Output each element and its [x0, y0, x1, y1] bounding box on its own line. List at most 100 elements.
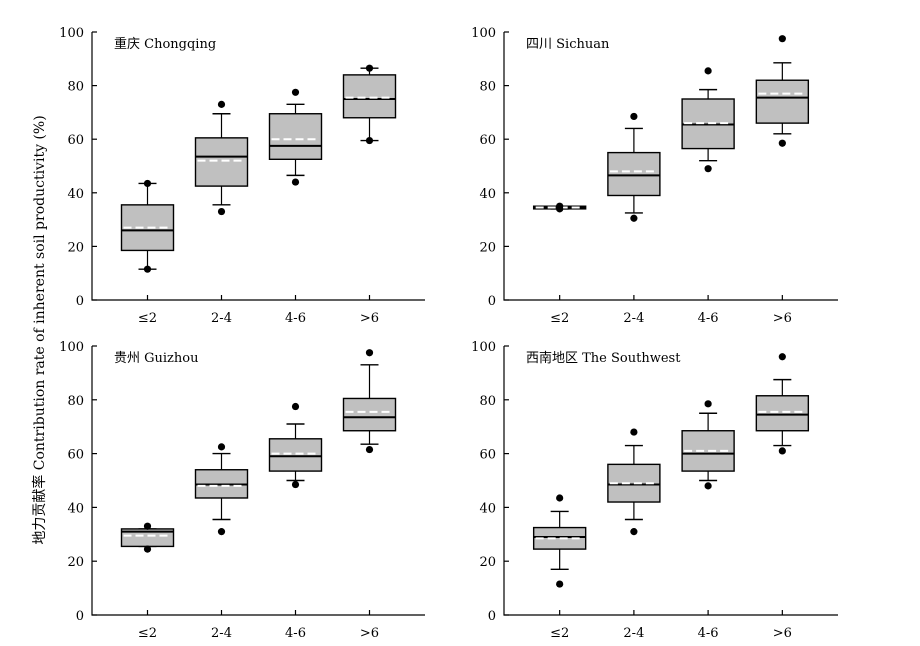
x-tick-label: 4-6 — [285, 311, 306, 326]
y-tick-label: 100 — [471, 26, 496, 41]
outlier-point — [778, 447, 786, 455]
y-tick-label: 0 — [76, 609, 84, 624]
x-tick-label: ≤2 — [138, 626, 157, 641]
x-tick-label: 2-4 — [623, 626, 644, 641]
chart-panel-4: 0 20 40 60 80 100 ≤2 2-4 4-6 >6 西南地区 The Southwest — [471, 340, 838, 641]
outlier-point — [704, 482, 712, 490]
y-tick-label: 60 — [479, 133, 496, 148]
panel-title: 西南地区 The Southwest — [526, 350, 681, 366]
y-tick-label: 0 — [76, 294, 84, 309]
box-1 — [120, 522, 175, 553]
outlier-point — [778, 35, 786, 43]
outlier-point — [291, 402, 300, 411]
outlier-point — [365, 136, 374, 145]
y-tick-label: 20 — [479, 240, 496, 255]
outlier-point — [143, 545, 152, 553]
outlier-point — [365, 64, 374, 72]
outlier-point — [217, 100, 226, 108]
box-2 — [194, 100, 249, 216]
box-iqr — [607, 151, 661, 197]
axis-lines — [503, 32, 838, 301]
outlier-point — [630, 528, 638, 536]
outlier-point — [217, 528, 226, 536]
axis-lines — [91, 32, 425, 301]
box-iqr — [342, 397, 397, 432]
panel-title: 重庆 Chongqing — [114, 36, 216, 52]
box-4 — [342, 349, 397, 454]
outlier-point — [704, 165, 712, 173]
outlier-point — [365, 349, 374, 357]
y-tick-label: 80 — [67, 394, 84, 409]
x-tick-label: 4-6 — [698, 626, 719, 641]
outlier-point — [217, 207, 226, 216]
y-tick-label: 20 — [67, 240, 84, 255]
panel-title: 四川 Sichuan — [526, 37, 610, 52]
outlier-point — [630, 214, 638, 222]
y-tick-label: 60 — [67, 133, 84, 148]
outlier-point — [704, 67, 712, 75]
x-tick-label: 4-6 — [698, 311, 719, 326]
chart-panel-1: 0 20 40 60 80 100 ≤2 2-4 4-6 >6 重庆 Chongqing — [59, 26, 425, 326]
x-tick-label: ≤2 — [550, 626, 569, 641]
outlier-point — [630, 112, 638, 121]
box-iqr — [755, 395, 810, 432]
y-tick-label: 0 — [488, 609, 496, 624]
y-tick-label: 0 — [488, 294, 496, 309]
box-iqr — [194, 137, 249, 187]
box-4 — [755, 35, 810, 147]
axis-lines — [503, 346, 838, 616]
y-tick-label: 40 — [479, 501, 496, 516]
y-tick-label: 20 — [67, 555, 84, 570]
outlier-point — [217, 443, 226, 451]
y-tick-label: 40 — [67, 187, 84, 202]
y-tick-label: 100 — [471, 340, 496, 355]
outlier-point — [778, 139, 786, 147]
x-tick-label: ≤2 — [138, 311, 157, 326]
box-3 — [268, 88, 323, 186]
box-3 — [681, 400, 735, 490]
outlier-point — [291, 480, 300, 489]
outlier-point — [778, 353, 786, 361]
chart-panel-3: 0 20 40 60 80 100 ≤2 2-4 4-6 >6 贵州 Guizhou — [59, 340, 425, 641]
box-iqr — [342, 74, 397, 119]
axis-lines — [91, 346, 425, 616]
outlier-point — [630, 428, 638, 436]
x-tick-label: 2-4 — [211, 311, 232, 326]
outlier-point — [556, 202, 564, 210]
y-tick-label: 80 — [67, 80, 84, 95]
box-2 — [607, 428, 661, 536]
y-tick-label: 80 — [479, 80, 496, 95]
chart-panel-2: 0 20 40 60 80 100 ≤2 2-4 4-6 >6 四川 Sichuan — [471, 26, 838, 326]
box-iqr — [268, 438, 323, 472]
y-tick-label: 40 — [67, 501, 84, 516]
box-3 — [681, 67, 735, 173]
box-1 — [532, 494, 587, 588]
box-2 — [607, 112, 661, 222]
outlier-point — [291, 88, 300, 96]
outlier-point — [556, 494, 564, 502]
x-tick-label: 4-6 — [285, 626, 306, 641]
x-tick-label: >6 — [360, 311, 379, 326]
box-2 — [194, 443, 249, 536]
box-1 — [532, 202, 587, 213]
y-tick-label: 20 — [479, 555, 496, 570]
outlier-point — [704, 400, 712, 408]
x-tick-label: >6 — [773, 311, 792, 326]
box-1 — [120, 179, 175, 273]
box-iqr — [268, 113, 323, 160]
box-3 — [268, 402, 323, 489]
y-tick-label: 60 — [67, 448, 84, 463]
outlier-point — [556, 580, 564, 588]
y-tick-label: 100 — [59, 26, 84, 41]
x-tick-label: >6 — [360, 626, 379, 641]
box-iqr — [755, 79, 810, 124]
outlier-point — [291, 178, 300, 186]
y-tick-label: 80 — [479, 394, 496, 409]
box-4 — [342, 64, 397, 145]
x-tick-label: 2-4 — [211, 626, 232, 641]
outlier-point — [143, 522, 152, 530]
panel-title: 贵州 Guizhou — [114, 351, 198, 366]
y-axis-label: 地力贡献率 Contribution rate of inherent soil… — [31, 115, 48, 544]
x-tick-label: 2-4 — [623, 311, 644, 326]
